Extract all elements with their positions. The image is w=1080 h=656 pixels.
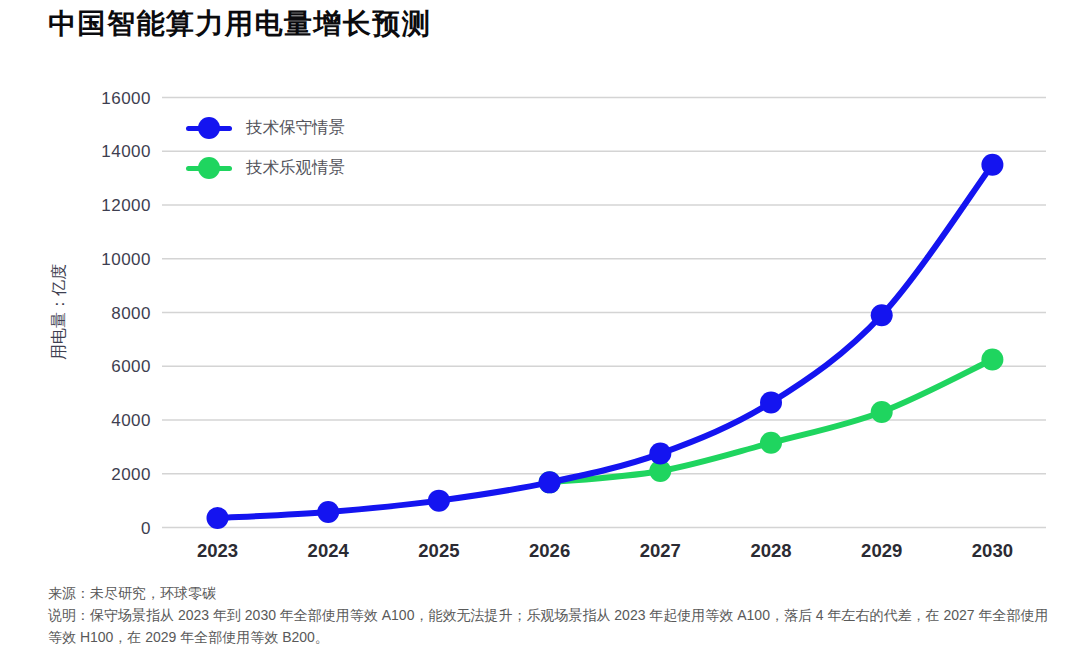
data-point bbox=[317, 501, 339, 523]
x-tick-label: 2027 bbox=[640, 540, 681, 561]
series-line bbox=[218, 165, 993, 518]
data-point bbox=[871, 401, 893, 423]
legend-item-optimistic: 技术乐观情景 bbox=[186, 148, 345, 188]
chart-area: 0 2000 4000 6000 8000 10000 12000 14000 16000 202… bbox=[0, 50, 1080, 582]
chart-legend: 技术保守情景技术乐观情景 bbox=[186, 108, 345, 188]
y-tick-label: 2000 bbox=[111, 465, 151, 484]
x-tick-label: 2029 bbox=[861, 540, 902, 561]
y-tick-label: 10000 bbox=[101, 250, 151, 269]
y-tick-label: 4000 bbox=[111, 411, 151, 430]
data-point bbox=[981, 349, 1003, 371]
data-point bbox=[760, 392, 782, 414]
legend-dot-icon bbox=[198, 157, 220, 179]
y-tick-label: 14000 bbox=[101, 142, 151, 161]
y-axis-title: 用电量：亿度 bbox=[50, 264, 67, 360]
x-tick-label: 2023 bbox=[197, 540, 238, 561]
x-tick-label: 2030 bbox=[972, 540, 1013, 561]
legend-label: 技术保守情景 bbox=[246, 117, 345, 139]
data-point bbox=[760, 432, 782, 454]
series-line bbox=[550, 360, 993, 483]
line-chart: 0 2000 4000 6000 8000 10000 12000 14000 16000 202… bbox=[0, 50, 1080, 582]
legend-dot-icon bbox=[198, 117, 220, 139]
page-title: 中国智能算力用电量增长预测 bbox=[48, 6, 432, 42]
y-tick-label: 16000 bbox=[101, 89, 151, 108]
x-tick-label: 2024 bbox=[308, 540, 350, 561]
legend-label: 技术乐观情景 bbox=[246, 157, 345, 179]
chart-page: 中国智能算力用电量增长预测 0 2000 4000 6000 8000 10000 1200… bbox=[0, 0, 1080, 656]
y-tick-label: 12000 bbox=[101, 196, 151, 215]
y-tick-label: 8000 bbox=[111, 304, 151, 323]
data-point bbox=[981, 154, 1003, 176]
x-tick-label: 2026 bbox=[529, 540, 570, 561]
legend-marker-icon bbox=[186, 157, 232, 179]
source-note: 来源：未尽研究，环球零碳 bbox=[48, 582, 1062, 604]
y-tick-label: 6000 bbox=[111, 357, 151, 376]
legend-item-conservative: 技术保守情景 bbox=[186, 108, 345, 148]
footer-notes: 来源：未尽研究，环球零碳 说明：保守场景指从 2023 年到 2030 年全部使… bbox=[48, 582, 1062, 648]
data-point bbox=[649, 443, 671, 465]
data-point bbox=[428, 490, 450, 512]
legend-marker-icon bbox=[186, 117, 232, 139]
data-point bbox=[539, 471, 561, 493]
data-point bbox=[207, 507, 229, 529]
y-tick-label: 0 bbox=[141, 519, 151, 538]
data-point bbox=[871, 304, 893, 326]
method-note: 说明：保守场景指从 2023 年到 2030 年全部使用等效 A100，能效无法… bbox=[48, 604, 1062, 648]
x-tick-label: 2025 bbox=[418, 540, 459, 561]
x-tick-label: 2028 bbox=[750, 540, 791, 561]
